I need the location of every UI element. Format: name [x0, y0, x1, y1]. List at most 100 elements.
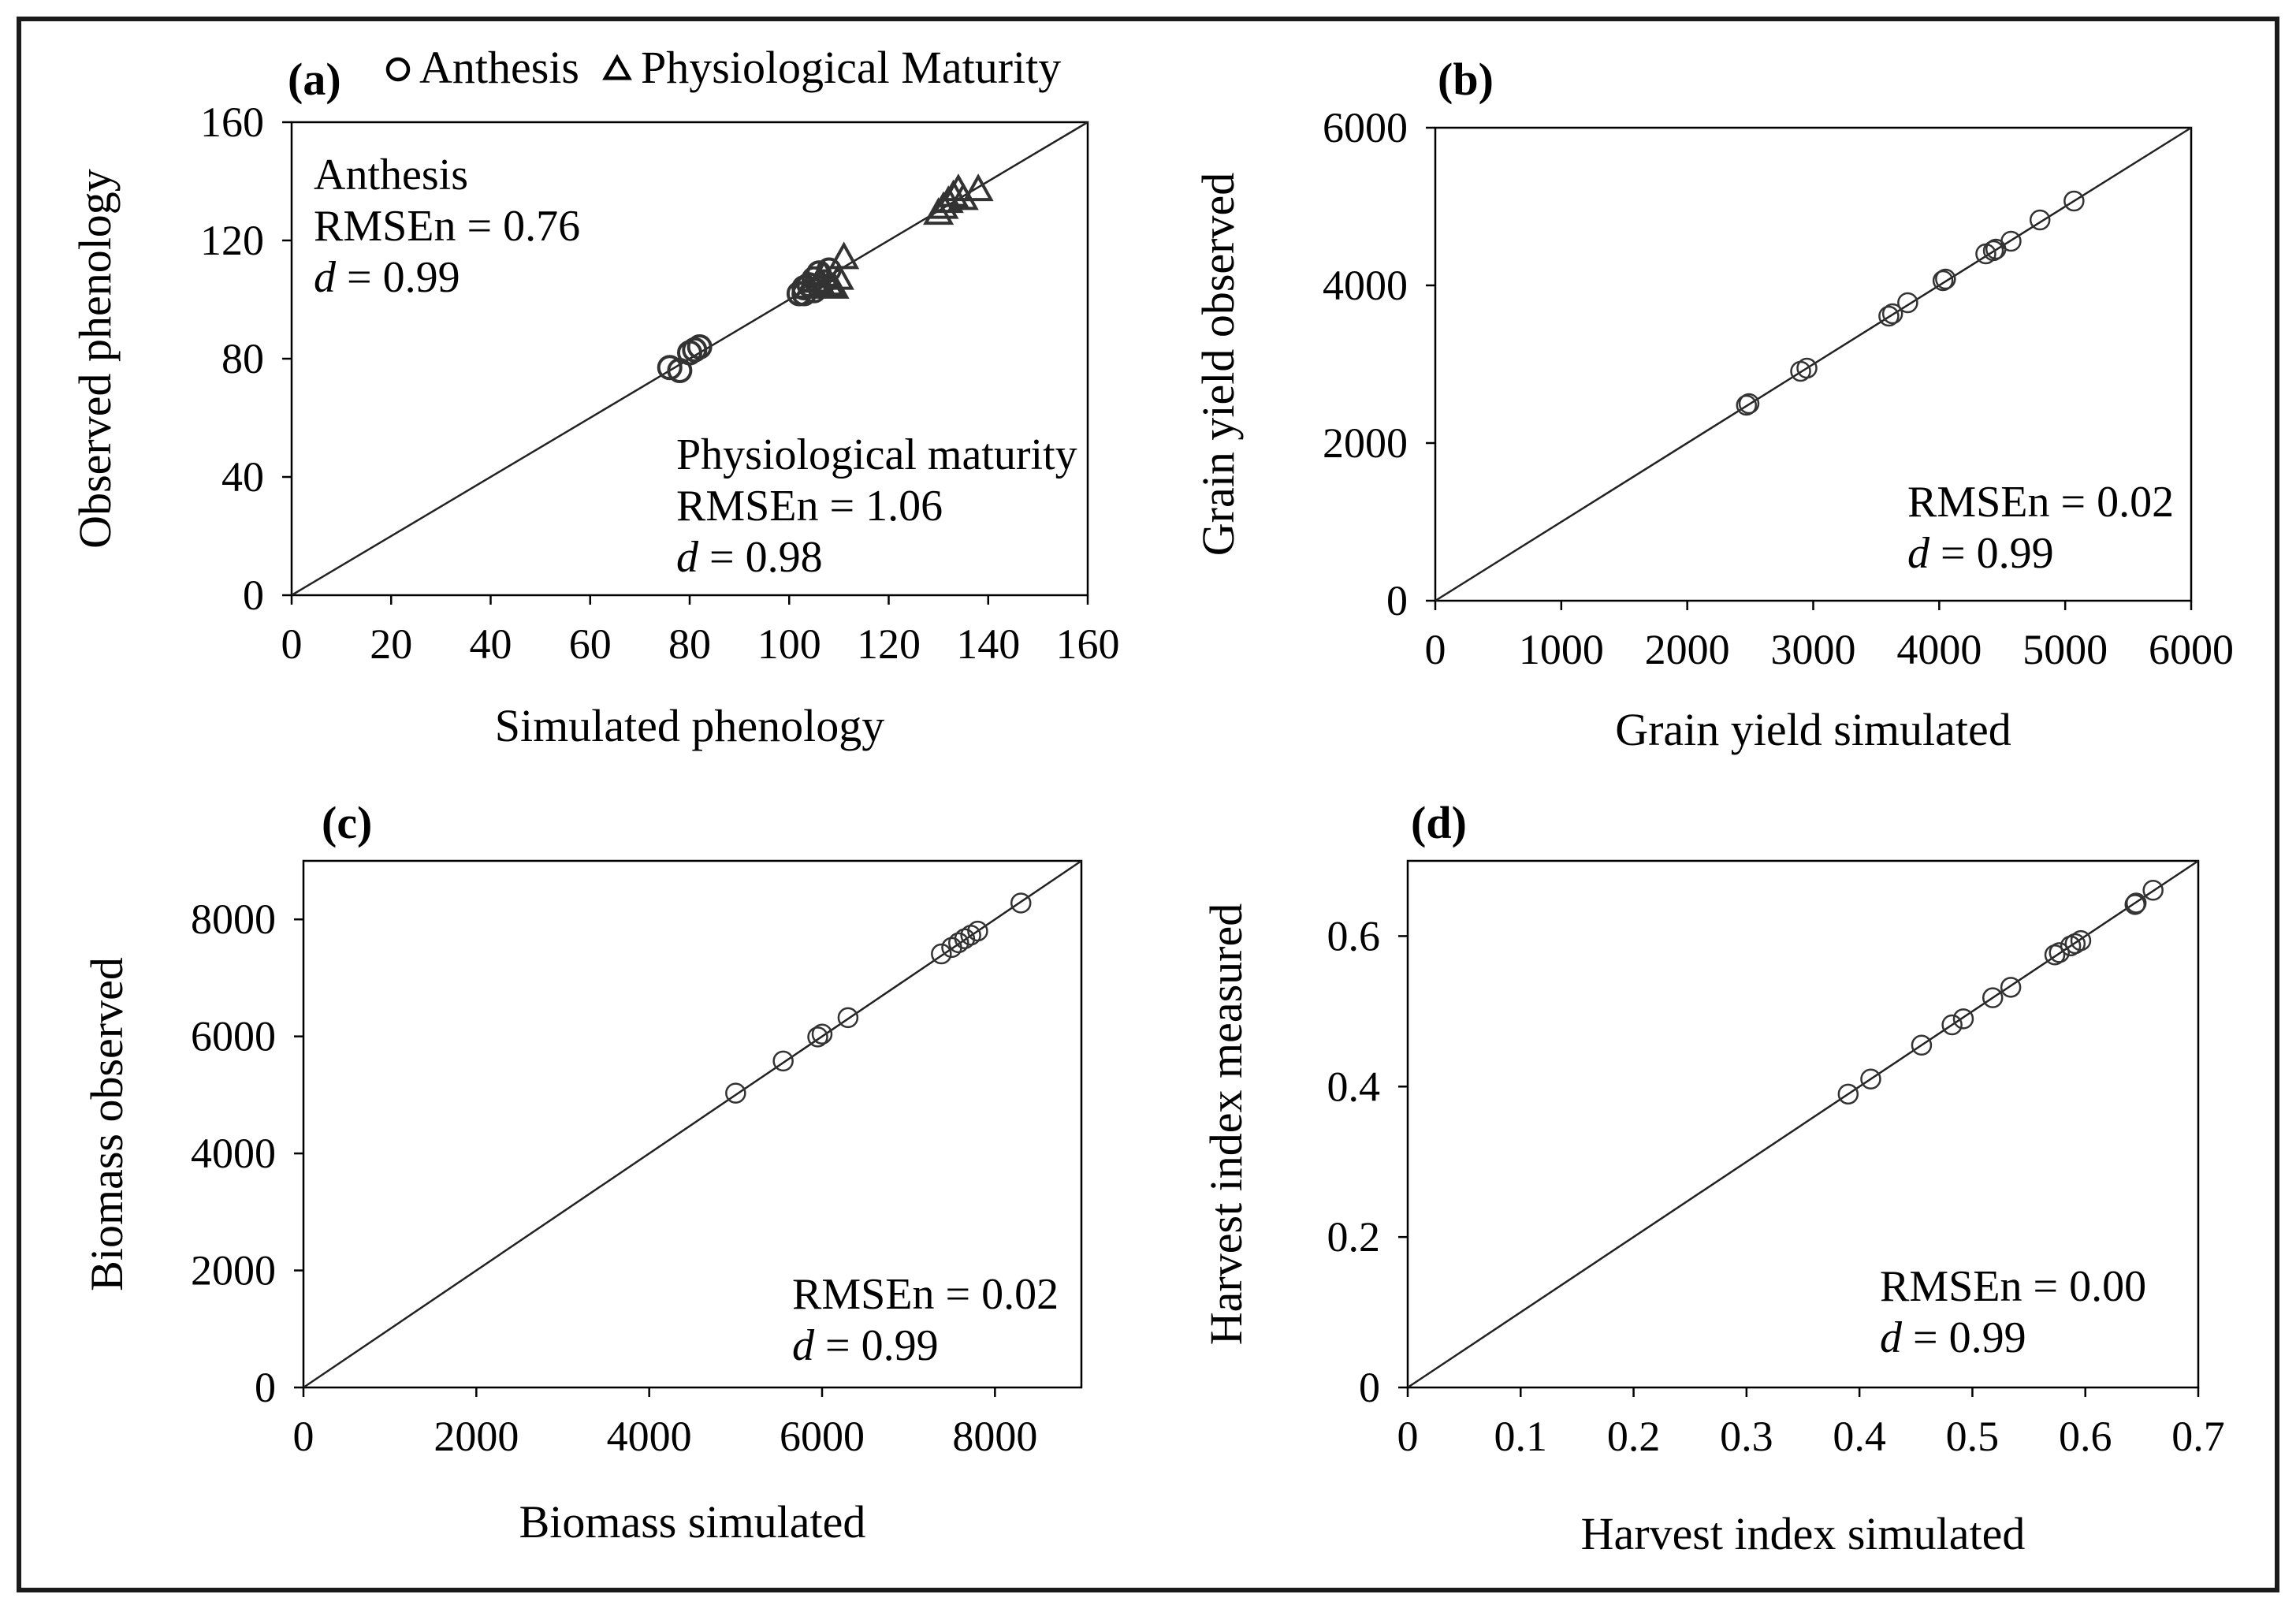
data-point-circle: [1860, 1068, 1881, 1089]
data-point-circle: [2125, 892, 2147, 914]
x-tick-label: 0.5: [1946, 1413, 2000, 1460]
legend-label: Anthesis: [419, 42, 579, 93]
plot-area: [302, 859, 1083, 1389]
y-tick-label: 40: [221, 453, 264, 501]
outer-frame: [17, 17, 2279, 1592]
data-point-circle: [1881, 303, 1903, 325]
x-tick-label: 120: [857, 620, 921, 668]
annotation-d-symbol: d: [1907, 529, 1930, 578]
data-point-triangle: [962, 173, 994, 202]
data-point-circle: [725, 1082, 746, 1104]
annotation-title: Anthesis: [314, 151, 468, 199]
data-point-circle: [657, 355, 683, 381]
data-point-circle: [1878, 305, 1900, 327]
y-tick-label: 160: [200, 99, 264, 146]
panel-label: (a): [288, 54, 341, 105]
y-tick-label: 4000: [191, 1130, 276, 1177]
y-tick-label: 2000: [1323, 419, 1408, 467]
data-point-circle: [1911, 1034, 1933, 1056]
data-point-circle: [948, 932, 969, 954]
x-tick-label: 6000: [2149, 626, 2234, 673]
annotation-d: d = 0.99: [1880, 1313, 2026, 1362]
annotation-d: d = 0.99: [1907, 529, 2054, 578]
x-tick-label: 0.4: [1833, 1413, 1886, 1460]
annotation-d-symbol: d: [1880, 1313, 1903, 1362]
annotation-d-value: = 0.99: [1929, 529, 2054, 578]
x-tick-label: 80: [668, 620, 711, 668]
y-tick-label: 0: [243, 572, 264, 619]
x-tick-label: 160: [1056, 620, 1120, 668]
y-axis-label: Grain yield observed: [1193, 173, 1244, 556]
y-tick-label: 2000: [191, 1247, 276, 1294]
x-tick-label: 4000: [607, 1413, 692, 1460]
y-tick-label: 6000: [1323, 104, 1408, 151]
y-axis-label: Harvest index measured: [1200, 903, 1252, 1345]
x-tick-label: 0.7: [2171, 1413, 2225, 1460]
one-to-one-line: [1435, 126, 2192, 602]
data-point-circle: [1897, 292, 1918, 314]
y-tick-label: 8000: [191, 896, 276, 943]
data-point-circle: [1982, 240, 2004, 262]
x-tick-label: 8000: [952, 1413, 1037, 1460]
y-tick-label: 0.2: [1327, 1213, 1381, 1261]
annotation-d-symbol: d: [792, 1321, 815, 1370]
plot-area: [1406, 859, 2200, 1389]
annotation-d-value: = 0.99: [1902, 1313, 2026, 1362]
panel-c: 0 2000 4000 6000 8000 0 2000 4000 6000 8000 Biomas…: [81, 797, 1083, 1548]
data-point-triangle: [828, 241, 860, 270]
annotation-d: d = 0.99: [314, 253, 460, 302]
x-tick-label: 0: [281, 620, 303, 668]
data-point-circle: [2124, 894, 2146, 915]
data-point-circle: [2049, 942, 2071, 963]
data-point-circle: [1935, 268, 1956, 290]
panel-d: 0 0.1 0.2 0.3 0.4 0.5 0.6 0.7 0 0.2 0.4 0.6 Harvest …: [1200, 797, 2225, 1559]
y-tick-label: 120: [200, 217, 264, 264]
data-point-circle: [2000, 230, 2022, 252]
data-point-circle: [2070, 929, 2092, 952]
data-point-circle: [1982, 987, 2004, 1008]
annotation-d-value: = 0.99: [336, 253, 460, 302]
data-point-circle: [807, 1026, 828, 1048]
x-tick-label: 20: [370, 620, 412, 668]
data-point-circle: [2000, 977, 2022, 998]
x-tick-label: 4000: [1896, 626, 1982, 673]
annotation-d: d = 0.98: [676, 533, 823, 582]
y-tick-label: 0.4: [1327, 1063, 1381, 1110]
y-tick-label: 0: [1359, 1364, 1380, 1411]
x-tick-label: 0.1: [1494, 1413, 1548, 1460]
x-tick-label: 0.3: [1720, 1413, 1773, 1460]
annotation-rmse: RMSEn = 0.00: [1880, 1262, 2146, 1311]
annotation-rmse: RMSEn = 0.02: [1907, 478, 2174, 527]
x-tick-label: 0.2: [1607, 1413, 1661, 1460]
annotation-rmse: RMSEn = 0.02: [792, 1270, 1059, 1319]
y-tick-label: 0.6: [1327, 912, 1381, 959]
x-tick-label: 6000: [780, 1413, 865, 1460]
panel-b: 0 1000 2000 3000 4000 5000 6000 0 2000 4000 6000 Gr…: [1193, 54, 2234, 755]
x-tick-label: 0: [1425, 626, 1446, 673]
data-point-circle: [837, 1007, 859, 1029]
annotation-d-symbol: d: [676, 533, 699, 582]
data-point-circle: [1736, 394, 1758, 416]
y-tick-label: 0: [1386, 577, 1408, 624]
x-tick-label: 0: [1397, 1413, 1419, 1460]
x-axis-label: Grain yield simulated: [1615, 704, 2011, 755]
data-point-circle: [687, 334, 713, 359]
data-point-triangle: [813, 268, 845, 296]
annotation-title: Physiological maturity: [676, 430, 1077, 479]
y-tick-label: 0: [255, 1364, 276, 1411]
x-tick-label: 2000: [434, 1413, 519, 1460]
x-tick-label: 0: [293, 1413, 314, 1460]
data-point-circle: [2063, 190, 2085, 212]
x-tick-label: 40: [470, 620, 512, 668]
data-point-circle: [2029, 209, 2051, 231]
y-tick-label: 4000: [1323, 262, 1408, 309]
data-point-circle: [1952, 1008, 1974, 1030]
annotation-d-symbol: d: [314, 253, 337, 302]
data-point-triangle: [823, 262, 854, 290]
x-tick-label: 2000: [1645, 626, 1730, 673]
y-axis-label: Observed phenology: [69, 169, 121, 549]
data-point-circle: [1932, 270, 1954, 292]
annotation-d-value: = 0.98: [698, 533, 823, 582]
data-point-circle: [967, 920, 988, 942]
y-axis-label: Biomass observed: [81, 957, 132, 1291]
